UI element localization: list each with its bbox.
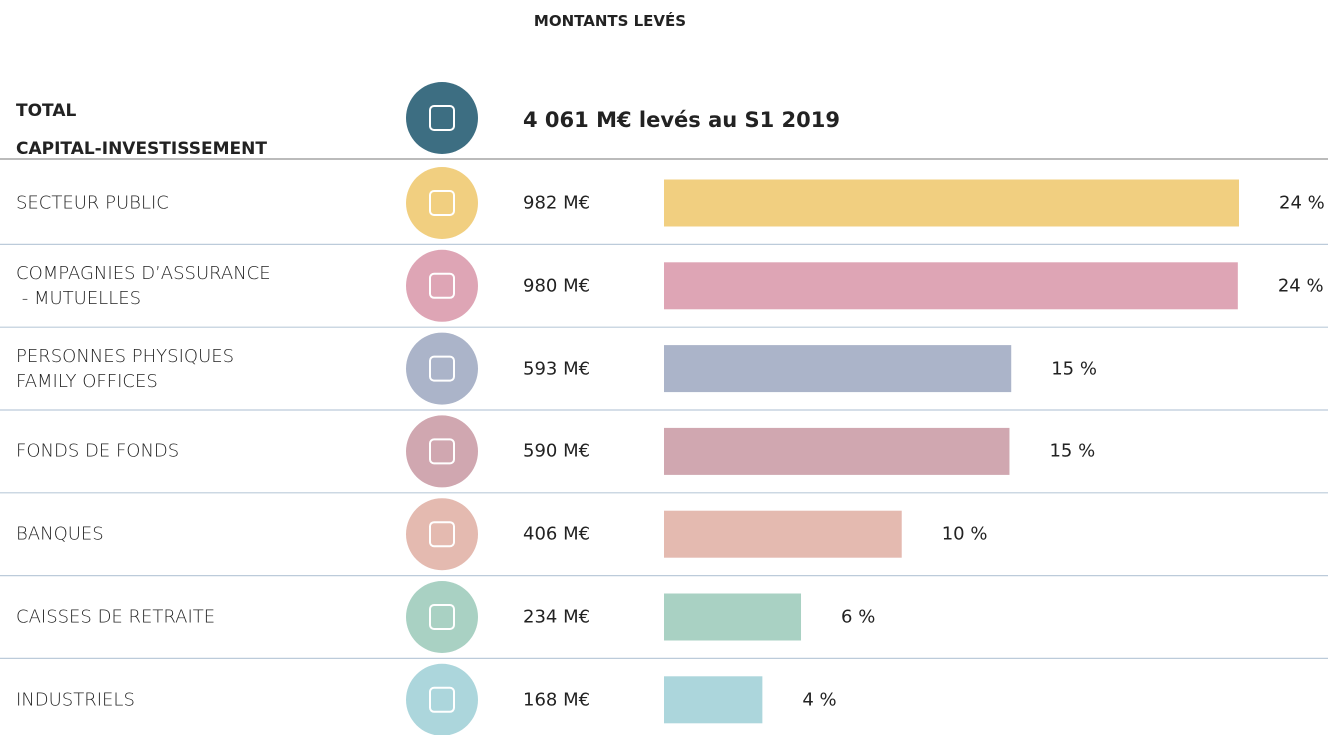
percent-label: 6 % [841,606,876,628]
icon [406,167,478,239]
bar [664,427,1010,475]
icon-glyph [429,521,455,548]
value-label: 168 M€ [523,689,591,711]
value-label: 982 M€ [523,192,591,214]
icon-glyph [429,438,455,465]
value-label: 980 M€ [523,275,591,297]
category-label: SECTEUR PUBLIC [16,192,169,214]
bar [664,179,1239,227]
chart-title: MONTANTS LEVÉS [533,12,687,30]
icon-glyph [429,105,455,131]
value-label: 406 M€ [523,523,591,545]
bar [664,510,902,558]
icon-glyph [429,190,455,216]
icon-glyph [429,272,455,299]
icon-glyph [429,604,455,630]
percent-label: 15 % [1049,440,1096,462]
total-text: 4 061 M€ levés au S1 2019 [523,108,840,132]
category-label: COMPAGNIES D’ASSURANCE - MUTUELLES [16,262,271,309]
percent-label: 24 % [1277,275,1324,297]
category-label: CAISSES DE RETRAITE [16,606,216,628]
value-label: 593 M€ [523,358,591,380]
category-label: FONDS DE FONDS [16,440,180,462]
icon [406,82,478,154]
bar [664,676,763,724]
bar [664,262,1238,310]
percent-label: 10 % [941,523,988,545]
value-label: 234 M€ [523,606,591,628]
icon [406,663,478,735]
bar [664,345,1012,393]
percent-label: 15 % [1051,358,1097,380]
icon [406,332,478,405]
icon [406,249,478,322]
icon-glyph [429,355,455,382]
percent-label: 4 % [802,689,837,711]
total-label: TOTAL CAPITAL-INVESTISSEMENT [16,101,267,159]
category-label: PERSONNES PHYSIQUES FAMILY OFFICES [16,345,235,392]
icon [406,581,478,653]
icon [406,498,478,571]
category-label: BANQUES [16,523,104,545]
icon [406,415,478,488]
percent-label: 24 % [1279,192,1325,214]
category-label: INDUSTRIELS [16,689,135,711]
icon-glyph [429,686,455,713]
value-label: 590 M€ [523,440,591,462]
bar [664,593,802,641]
